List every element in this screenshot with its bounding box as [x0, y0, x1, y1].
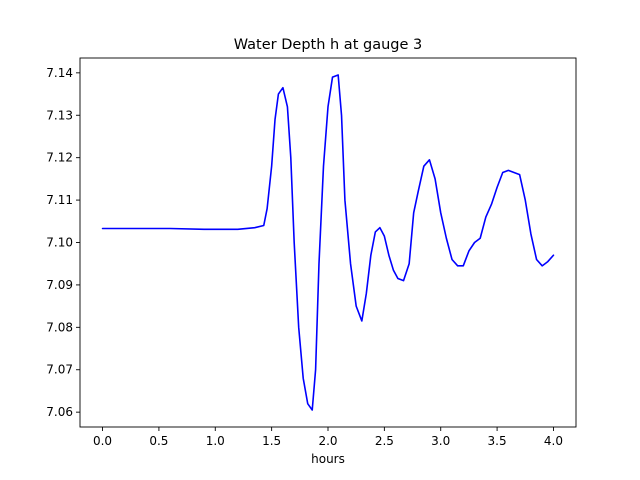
- x-tick-label: 4.0: [544, 434, 563, 448]
- x-tick-label: 0.5: [149, 434, 168, 448]
- y-tick-label: 7.14: [46, 66, 73, 80]
- x-tick-label: 0.0: [93, 434, 112, 448]
- x-tick-label: 1.0: [206, 434, 225, 448]
- y-tick-label: 7.12: [46, 151, 73, 165]
- x-tick-label: 1.5: [262, 434, 281, 448]
- y-tick-label: 7.08: [46, 320, 73, 334]
- x-axis-label: hours: [311, 452, 345, 466]
- x-tick-label: 2.5: [375, 434, 394, 448]
- y-tick-label: 7.11: [46, 193, 73, 207]
- plot-area: [101, 74, 555, 411]
- x-tick-label: 3.0: [431, 434, 450, 448]
- y-tick-label: 7.09: [46, 278, 73, 292]
- y-tick-label: 7.07: [46, 363, 73, 377]
- series-line-0: [101, 74, 555, 411]
- y-tick-label: 7.06: [46, 405, 73, 419]
- chart-title: Water Depth h at gauge 3: [234, 37, 422, 53]
- y-tick-label: 7.10: [46, 236, 73, 250]
- axes: 0.0 0.5 1.0 1.5 2.0 2.5 3.0 3.5 4.0 7.06 7.07 7.08 7…: [46, 57, 577, 448]
- y-tick-label: 7.13: [46, 108, 73, 122]
- x-tick-label: 3.5: [488, 434, 507, 448]
- x-tick-label: 2.0: [318, 434, 337, 448]
